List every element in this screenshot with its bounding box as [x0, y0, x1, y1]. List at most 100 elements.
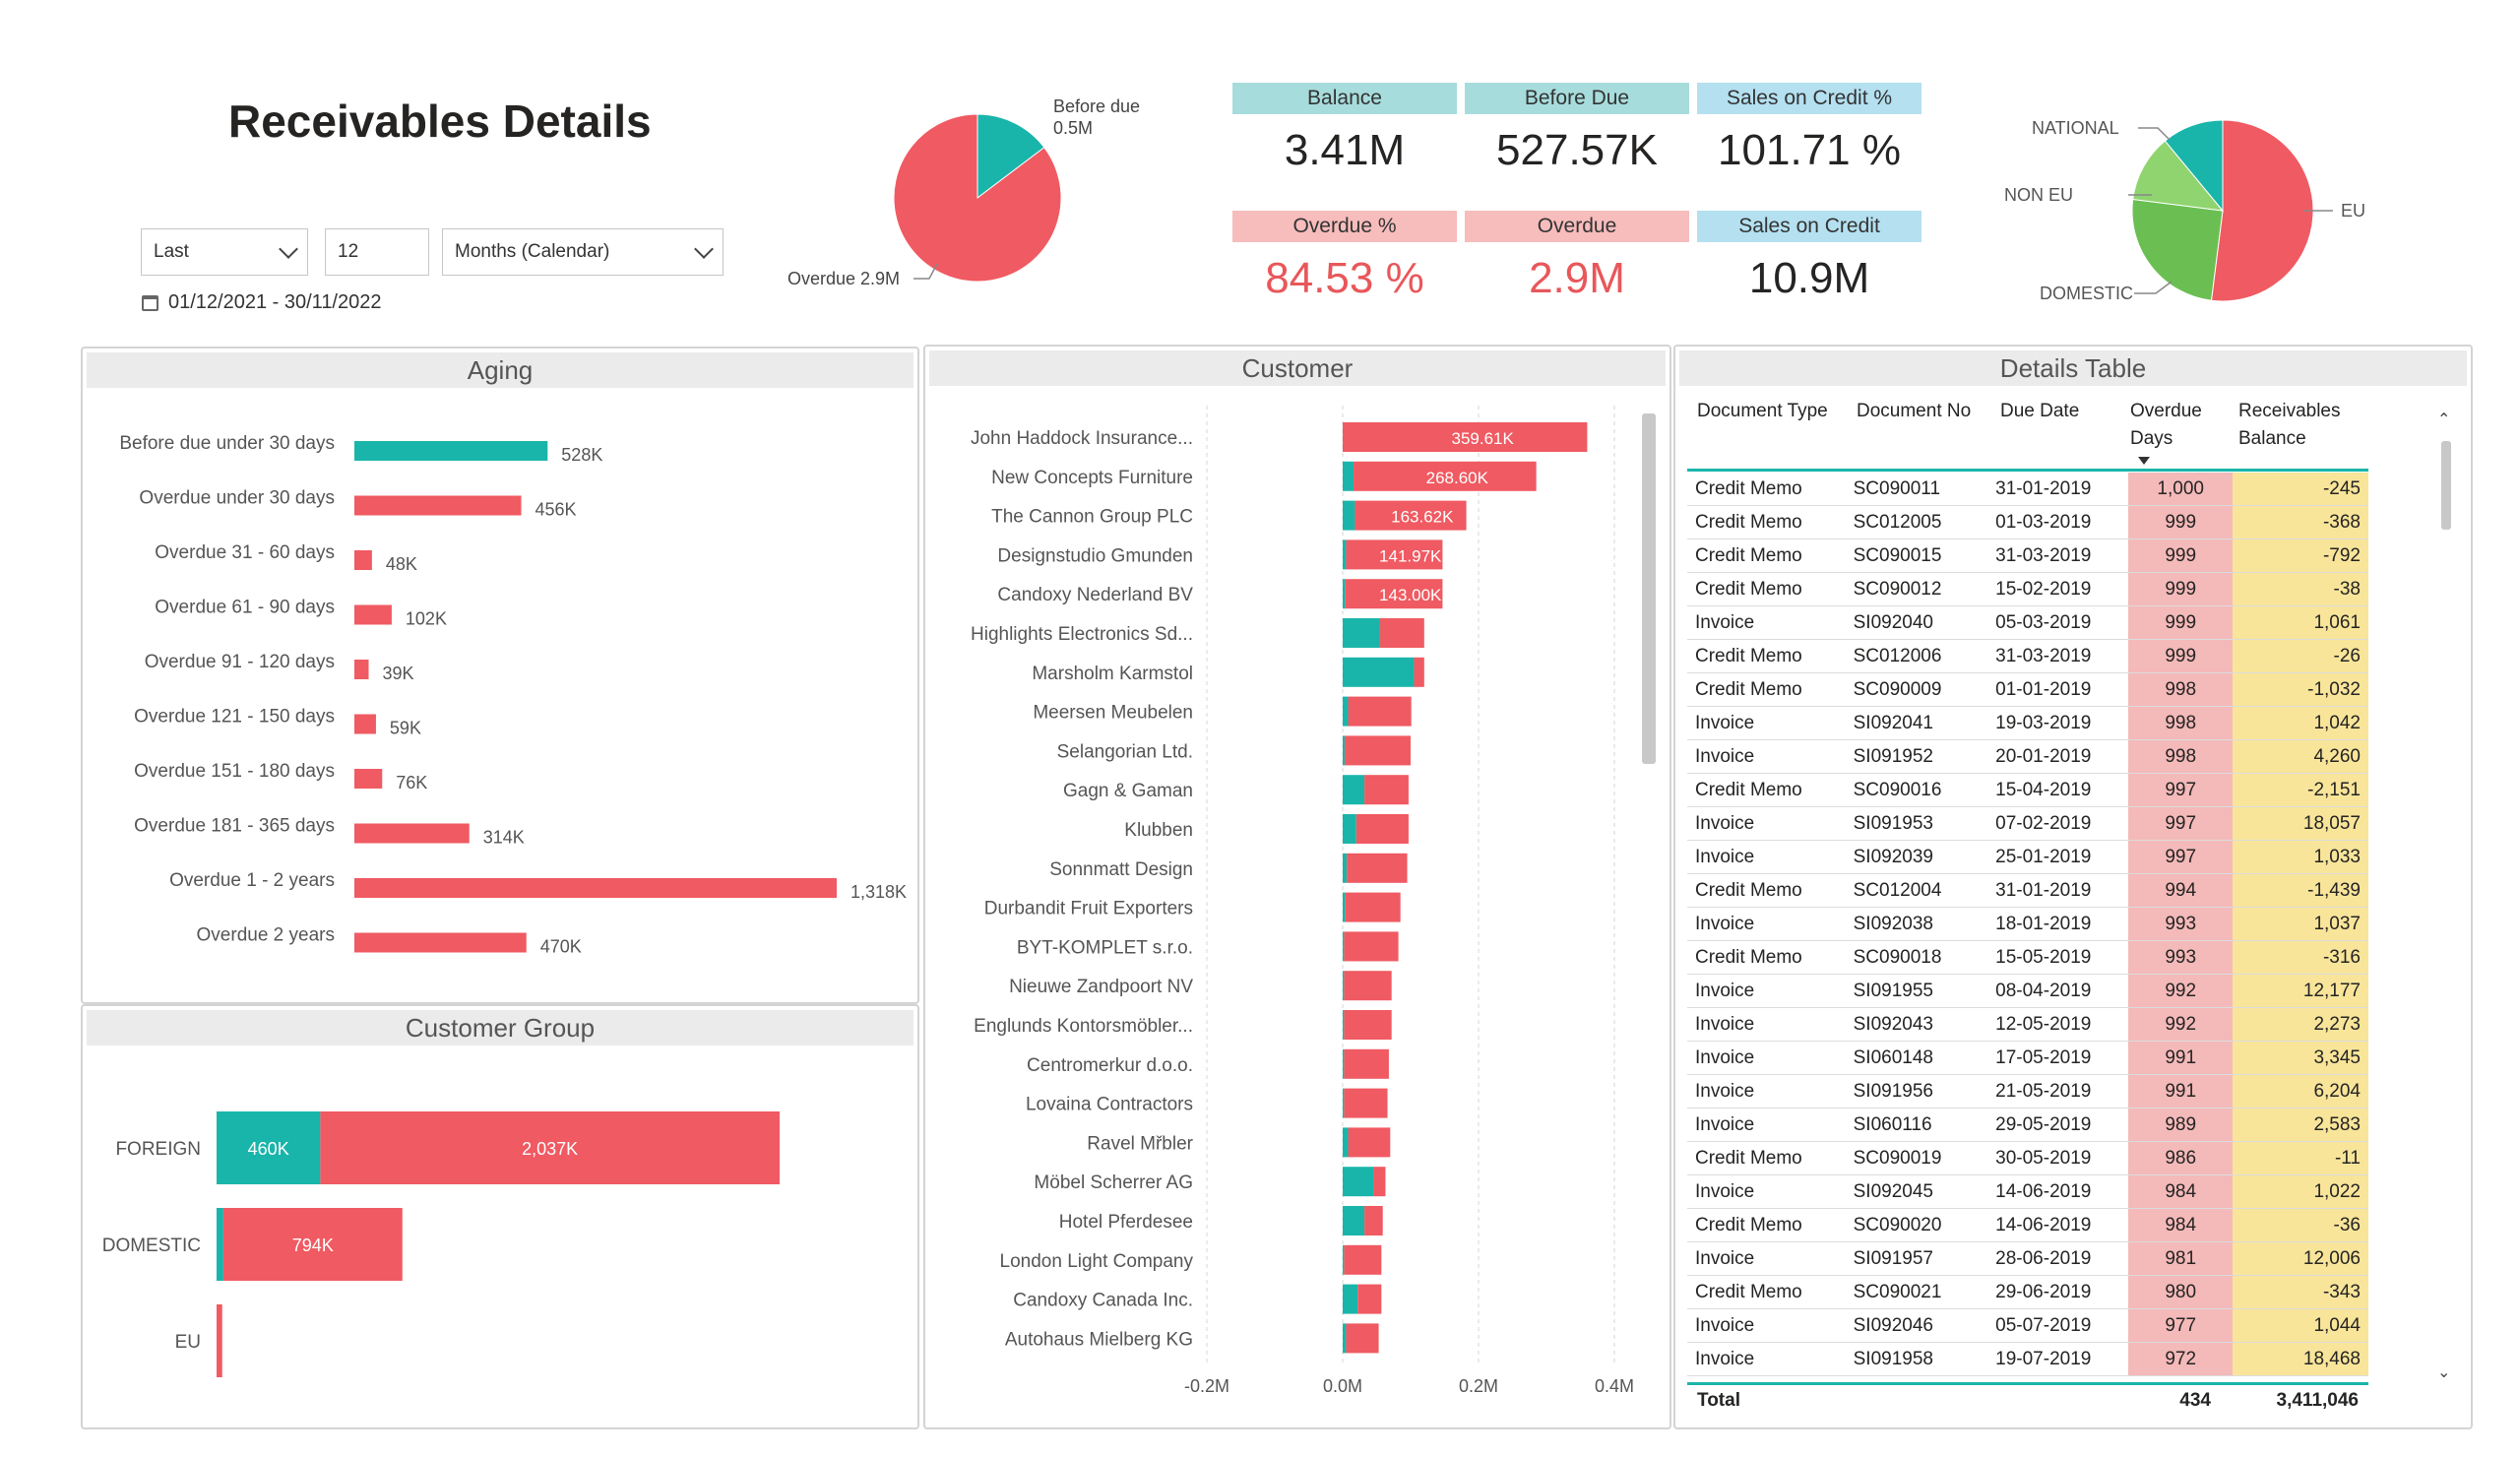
cell-balance: -38 [2233, 572, 2368, 606]
table-scrollbar-thumb[interactable] [2441, 441, 2451, 530]
customer-scrollbar[interactable] [1642, 413, 1656, 764]
table-row[interactable]: Credit Memo SC090018 15-05-2019 993 -316 [1687, 940, 2368, 975]
customer-bar-segment [1344, 931, 1399, 962]
scroll-down-icon[interactable]: ⌄ [2437, 1364, 2451, 1381]
group-bar-segment [320, 1111, 780, 1184]
cell-document-no: SI092040 [1845, 605, 1988, 640]
cell-due-date: 31-01-2019 [1987, 473, 2128, 506]
due-status-pie[interactable]: Before due 0.5M Overdue 2.9M [768, 79, 1181, 315]
customer-bar-segment [1343, 461, 1354, 491]
details-table-title: Details Table [1679, 350, 2467, 386]
cell-document-no: SC090018 [1845, 940, 1988, 975]
table-row[interactable]: Invoice SI091956 21-05-2019 991 6,204 [1687, 1074, 2368, 1109]
pie-slice-non-eu [2132, 140, 2225, 212]
table-row[interactable]: Credit Memo SC090012 15-02-2019 999 -38 [1687, 572, 2368, 606]
cell-due-date: 30-05-2019 [1987, 1141, 2128, 1175]
cell-balance: -1,032 [2233, 672, 2368, 707]
col-document-type[interactable]: Document Type [1697, 401, 1828, 421]
cell-document-no: SI091958 [1845, 1342, 1988, 1376]
aging-category-label: Overdue 31 - 60 days [155, 542, 335, 563]
group-data-label: 794K [292, 1235, 334, 1255]
cell-document-type: Invoice [1687, 840, 1846, 874]
cell-due-date: 15-04-2019 [1987, 773, 2128, 807]
table-row[interactable]: Credit Memo SC090021 29-06-2019 980 -343 [1687, 1275, 2368, 1309]
table-row[interactable]: Invoice SI060148 17-05-2019 991 3,345 [1687, 1041, 2368, 1075]
cell-overdue-days: 997 [2128, 773, 2234, 807]
customer-bar-segment [1348, 696, 1412, 727]
cell-document-no: SC090020 [1845, 1208, 1988, 1242]
cell-document-type: Invoice [1687, 1007, 1846, 1042]
table-row[interactable]: Invoice SI091955 08-04-2019 992 12,177 [1687, 974, 2368, 1008]
table-row[interactable]: Invoice SI092041 19-03-2019 998 1,042 [1687, 706, 2368, 740]
cell-document-type: Credit Memo [1687, 1208, 1846, 1242]
scroll-up-icon[interactable]: ⌃ [2437, 412, 2451, 428]
col-overdue-days[interactable]: Overdue Days [2130, 401, 2202, 449]
customer-bar-segment [1354, 500, 1467, 531]
aging-category-label: Overdue 91 - 120 days [145, 652, 335, 672]
cell-overdue-days: 998 [2128, 706, 2234, 740]
table-row[interactable]: Invoice SI091953 07-02-2019 997 18,057 [1687, 806, 2368, 841]
group-bar-segment [222, 1208, 403, 1281]
table-row[interactable]: Invoice SI092046 05-07-2019 977 1,044 [1687, 1308, 2368, 1343]
period-count-input[interactable]: 12 [325, 228, 429, 276]
aging-category-label: Overdue under 30 days [139, 488, 335, 509]
table-row[interactable]: Credit Memo SC090016 15-04-2019 997 -2,151 [1687, 773, 2368, 807]
col-document-no[interactable]: Document No [1857, 401, 1972, 421]
cell-overdue-days: 972 [2128, 1342, 2234, 1376]
details-table-panel: Details Table Document Type Document No … [1673, 345, 2473, 1429]
aging-data-label: 59K [390, 719, 421, 738]
pie-slice-before-due [976, 113, 1045, 200]
table-row[interactable]: Invoice SI060116 29-05-2019 989 2,583 [1687, 1108, 2368, 1142]
cell-due-date: 05-03-2019 [1987, 605, 2128, 640]
col-receivables-balance[interactable]: Receivables Balance [2238, 401, 2341, 449]
table-row[interactable]: Credit Memo SC090019 30-05-2019 986 -11 [1687, 1141, 2368, 1175]
cell-balance: -26 [2233, 639, 2368, 673]
customer-group-pie[interactable]: EU DOMESTIC NON EU NATIONAL [1988, 98, 2402, 335]
table-row[interactable]: Credit Memo SC090011 31-01-2019 1,000 -245 [1687, 473, 2368, 506]
table-row[interactable]: Invoice SI092038 18-01-2019 993 1,037 [1687, 907, 2368, 941]
aging-bar [354, 932, 527, 953]
table-row[interactable]: Invoice SI092045 14-06-2019 984 1,022 [1687, 1174, 2368, 1209]
table-row[interactable]: Invoice SI091952 20-01-2019 998 4,260 [1687, 739, 2368, 774]
table-row[interactable]: Credit Memo SC090015 31-03-2019 999 -792 [1687, 538, 2368, 573]
aging-chart[interactable]: Before due under 30 days 528K Overdue unde… [83, 392, 917, 1002]
cell-balance: -245 [2233, 473, 2368, 506]
group-category-label: FOREIGN [115, 1139, 201, 1160]
date-range[interactable]: 01/12/2021 - 30/11/2022 [142, 291, 381, 314]
table-row[interactable]: Credit Memo SC012006 31-03-2019 999 -26 [1687, 639, 2368, 673]
period-unit-dropdown[interactable]: Months (Calendar) [442, 228, 724, 276]
cell-document-type: Invoice [1687, 1074, 1846, 1109]
cell-document-type: Invoice [1687, 1241, 1846, 1276]
aging-data-label: 456K [536, 500, 577, 520]
table-row[interactable]: Invoice SI092039 25-01-2019 997 1,033 [1687, 840, 2368, 874]
col-due-date[interactable]: Due Date [2000, 401, 2080, 421]
table-row[interactable]: Invoice SI092040 05-03-2019 999 1,061 [1687, 605, 2368, 640]
aging-category-label: Overdue 181 - 365 days [134, 816, 335, 837]
table-row[interactable]: Credit Memo SC090009 01-01-2019 998 -1,032 [1687, 672, 2368, 707]
pie-label-before-due: Before due [1053, 96, 1140, 116]
customer-bar-segment [1347, 853, 1408, 883]
table-row[interactable]: Invoice SI091958 19-07-2019 972 18,468 [1687, 1342, 2368, 1376]
customer-group-chart[interactable]: FOREIGN 460K 2,037K DOMESTIC 794K EU [83, 1049, 917, 1427]
cell-balance: 2,273 [2233, 1007, 2368, 1042]
cell-document-type: Invoice [1687, 907, 1846, 941]
customer-category-label: John Haddock Insurance... [971, 428, 1193, 449]
table-row[interactable]: Credit Memo SC012005 01-03-2019 999 -368 [1687, 505, 2368, 539]
cell-overdue-days: 999 [2128, 639, 2234, 673]
customer-chart[interactable]: John Haddock Insurance... 359.61K New Conc… [925, 390, 1670, 1427]
customer-category-label: New Concepts Furniture [991, 468, 1193, 488]
customer-category-label: Meersen Meubelen [1033, 703, 1193, 724]
aging-data-label: 76K [396, 773, 427, 792]
table-row[interactable]: Invoice SI092043 12-05-2019 992 2,273 [1687, 1007, 2368, 1042]
pie-value-before-due: 0.5M [1053, 118, 1093, 138]
cell-balance: -1,439 [2233, 873, 2368, 908]
period-type-dropdown[interactable]: Last [141, 228, 308, 276]
cell-due-date: 05-07-2019 [1987, 1308, 2128, 1343]
table-row[interactable]: Credit Memo SC012004 31-01-2019 994 -1,439 [1687, 873, 2368, 908]
total-balance: 3,411,046 [2276, 1390, 2359, 1411]
sort-desc-icon[interactable] [2138, 457, 2150, 465]
table-row[interactable]: Credit Memo SC090020 14-06-2019 984 -36 [1687, 1208, 2368, 1242]
table-row[interactable]: Invoice SI091957 28-06-2019 981 12,006 [1687, 1241, 2368, 1276]
customer-bar-segment [1343, 971, 1345, 1001]
group-bar-segment [217, 1111, 321, 1184]
